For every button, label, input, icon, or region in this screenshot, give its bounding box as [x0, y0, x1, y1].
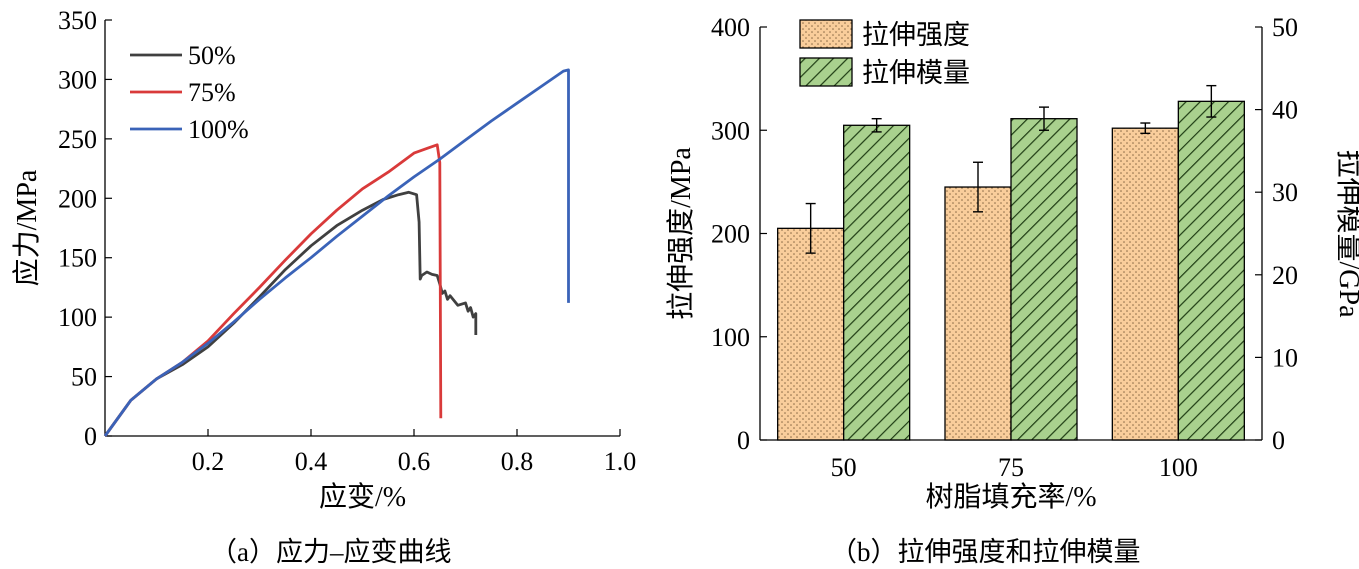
legend-swatch [799, 19, 853, 49]
left-tick-label: 300 [711, 116, 750, 145]
right-tick-label: 30 [1272, 178, 1298, 207]
legend-label: 75% [188, 78, 236, 107]
stress-strain-chart: 0 50 100 150 200 250 300 350 0.2 0.4 0.6 0.8 1.0 应变/%… [11, 6, 636, 513]
strength-bar [1111, 127, 1179, 441]
legend-label: 100% [188, 115, 249, 144]
right-tick-label: 0 [1272, 426, 1285, 455]
strength-bar [944, 186, 1012, 441]
right-tick-label: 40 [1272, 96, 1298, 125]
right-tick-label: 50 [1272, 13, 1298, 42]
modulus-bar [1010, 118, 1078, 441]
x-tick-label: 1.0 [604, 447, 637, 476]
right-axis-title: 拉伸模量/GPa [1333, 149, 1359, 318]
y-tick-label: 100 [58, 303, 97, 332]
left-tick-label: 0 [737, 426, 750, 455]
modulus-bar [1177, 100, 1245, 441]
y-tick-label: 250 [58, 125, 97, 154]
y-tick-label: 200 [58, 184, 97, 213]
legend-label: 拉伸强度 [862, 20, 970, 50]
modulus-bar [843, 124, 911, 441]
strength-modulus-chart: 0 100 200 300 400 0 10 20 30 40 50 50 75 100 树脂填充率/% 拉伸… [665, 13, 1359, 513]
y-tick-label: 300 [58, 65, 97, 94]
x-axis-title: 应变/% [319, 481, 406, 513]
series-line [103, 143, 443, 437]
x-tick-label: 0.6 [398, 447, 431, 476]
y-axis-title: 应力/MPa [11, 169, 43, 286]
y-tick-label: 50 [71, 363, 97, 392]
x-axis-title: 树脂填充率/% [925, 481, 1096, 513]
strength-bar [777, 227, 845, 441]
right-tick-label: 10 [1272, 343, 1298, 372]
legend-label: 50% [188, 41, 236, 70]
right-tick-label: 20 [1272, 261, 1298, 290]
x-tick-label: 75 [998, 453, 1024, 482]
series-line [103, 68, 570, 437]
x-tick-label: 0.4 [295, 447, 328, 476]
left-tick-label: 100 [711, 323, 750, 352]
y-tick-label: 350 [58, 6, 97, 35]
y-tick-label: 150 [58, 244, 97, 273]
x-tick-label: 0.8 [501, 447, 534, 476]
caption-a: （a）应力–应变曲线 [210, 537, 452, 567]
legend-label: 拉伸模量 [862, 58, 970, 88]
left-tick-label: 200 [711, 220, 750, 249]
x-tick-label: 50 [831, 453, 857, 482]
caption-b: （b）拉伸强度和拉伸模量 [830, 537, 1141, 567]
legend-swatch [799, 57, 853, 87]
x-tick-label: 100 [1159, 453, 1198, 482]
left-tick-label: 400 [711, 13, 750, 42]
series-line [103, 190, 478, 437]
y-tick-label: 0 [84, 422, 97, 451]
x-tick-label: 0.2 [192, 447, 225, 476]
left-axis-title: 拉伸强度/MPa [665, 147, 697, 320]
